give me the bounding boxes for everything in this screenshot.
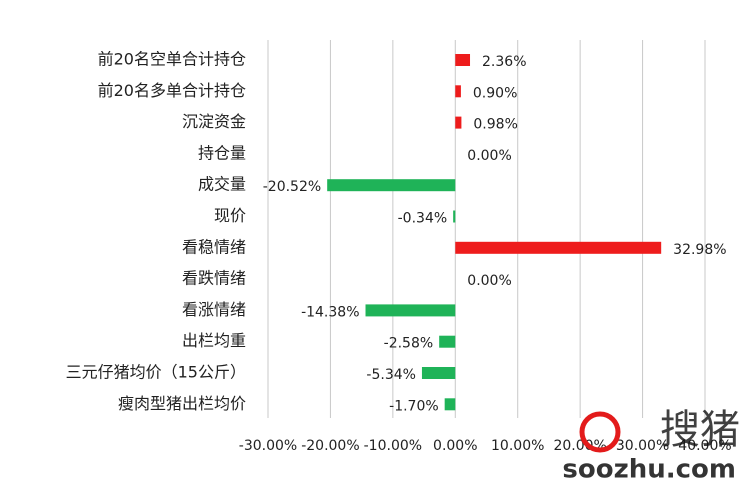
bar (327, 179, 456, 192)
y-tick-label: 三元仔猪均价（15公斤） (66, 363, 246, 382)
y-tick-label: 看跌情绪 (182, 269, 246, 288)
x-tick-label: -30.00% (239, 438, 297, 454)
bar (455, 241, 662, 254)
y-tick-label: 前20名多单合计持仓 (98, 81, 246, 100)
y-tick-label: 看涨情绪 (182, 300, 246, 319)
bar (455, 54, 471, 66)
x-tick-label: 40.00% (678, 438, 731, 454)
value-label: -5.34% (366, 367, 416, 383)
value-label: 0.00% (467, 148, 511, 164)
y-tick-label: 沉淀资金 (182, 112, 246, 131)
x-tick-label: 0.00% (433, 438, 477, 454)
x-tick-label: 30.00% (616, 438, 669, 454)
bar (365, 304, 456, 317)
value-label: -14.38% (301, 304, 359, 320)
x-tick-label: -10.00% (364, 438, 422, 454)
value-label: -1.70% (389, 398, 439, 414)
value-label: 0.90% (473, 85, 517, 101)
bar (453, 210, 456, 223)
value-label: -20.52% (263, 179, 321, 195)
value-label: -0.34% (398, 211, 448, 227)
bar (439, 335, 456, 348)
bar (455, 116, 462, 129)
value-label: 0.98% (473, 117, 517, 133)
bar (421, 367, 456, 379)
value-label: 2.36% (482, 54, 526, 70)
bar (455, 85, 461, 98)
y-tick-label: 出栏均重 (182, 331, 246, 350)
bar (444, 398, 456, 411)
y-tick-label: 看稳情绪 (182, 237, 246, 256)
x-tick-label: -20.00% (301, 438, 359, 454)
y-tick-label: 瘦肉型猪出栏均价 (118, 394, 246, 413)
watermark-brand: 搜猪 (660, 407, 740, 453)
value-label: -2.58% (384, 336, 434, 352)
y-tick-label: 成交量 (198, 175, 246, 194)
value-label: 0.00% (467, 273, 511, 289)
x-tick-label: 10.00% (491, 438, 544, 454)
y-tick-label: 持仓量 (198, 143, 246, 162)
y-tick-label: 现价 (214, 206, 246, 225)
y-tick-label: 前20名空单合计持仓 (98, 50, 246, 69)
value-label: 32.98% (673, 242, 726, 258)
watermark-url: soozhu.com (562, 455, 736, 485)
watermark-logo (579, 411, 621, 453)
